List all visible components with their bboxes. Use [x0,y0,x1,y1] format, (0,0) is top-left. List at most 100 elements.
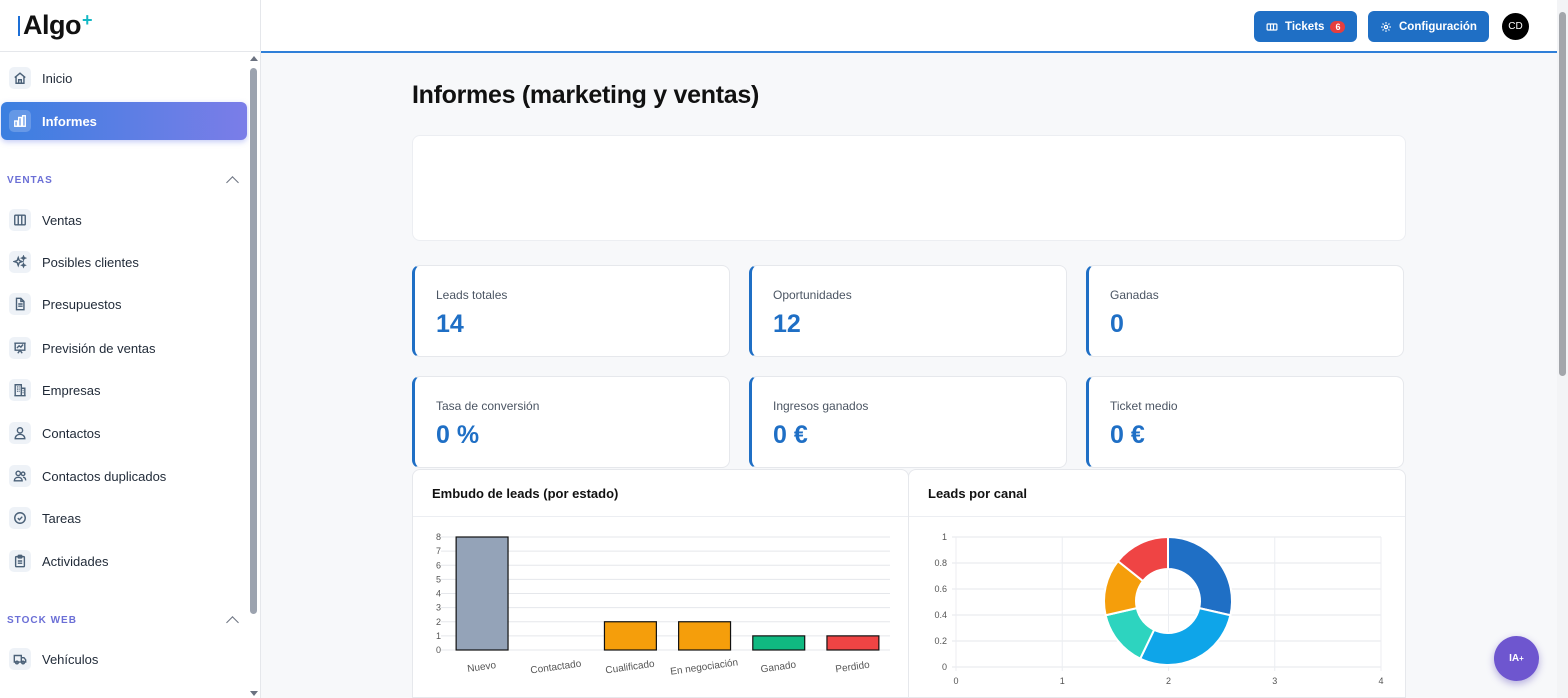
x-tick-label: 1 [1060,676,1065,686]
bar [752,635,806,651]
kpi-label: Ganadas [1110,288,1159,302]
clipboard-icon [9,550,31,572]
kpi-value: 0 € [1110,421,1145,449]
sidebar-item-label: Informes [42,113,97,129]
kpi-label: Ingresos ganados [773,399,869,413]
configuration-button[interactable]: Configuración [1368,11,1489,42]
x-tick-label: 4 [1378,676,1383,686]
users-icon [9,465,31,487]
main-scrollbar-thumb[interactable] [1559,12,1566,376]
sidebar-item-label: Contactos [42,425,101,441]
x-tick-label: Cualificado [605,659,656,677]
sidebar-item-empresas[interactable]: Empresas [1,371,247,409]
sidebar-item-contactos[interactable]: Contactos [1,414,247,452]
kpi-card-oportunidades: Oportunidades 12 [749,265,1067,357]
sidebar-item-ventas[interactable]: Ventas [1,201,247,239]
logo-plus: + [82,10,93,30]
channel-chart-panel: Leads por canal 0 0.2 0.4 0.6 0.8 1 0 1 2 3 4 [908,469,1406,698]
chevron-up-icon[interactable] [226,616,239,629]
sidebar-item-tareas[interactable]: Tareas [1,499,247,537]
y-tick-label: 7 [436,546,441,556]
x-tick-label: 0 [953,676,958,686]
tickets-label: Tickets [1285,20,1325,33]
sidebar-scrollbar[interactable] [250,54,258,698]
y-tick-label: 0.6 [934,584,947,594]
kpi-card-ganadas: Ganadas 0 [1086,265,1404,357]
y-tick-label: 1 [942,532,947,542]
kpi-label: Tasa de conversión [436,399,540,413]
x-tick-label: Ganado [760,660,797,676]
y-tick-label: 0 [942,662,947,672]
section-header-stock-web[interactable]: STOCK WEB [7,614,241,629]
kpi-label: Ticket medio [1110,399,1178,413]
scroll-up-arrow-icon[interactable] [250,56,258,61]
document-icon [9,293,31,315]
y-tick-label: 8 [436,532,441,542]
kpi-value: 0 € [773,421,808,449]
tickets-count-badge: 6 [1330,20,1346,33]
kpi-label: Oportunidades [773,288,852,302]
sidebar-item-inicio[interactable]: Inicio [1,59,247,97]
kpi-card-leads-totales: Leads totales 14 [412,265,730,357]
presentation-chart-icon [9,337,31,359]
chevron-up-icon[interactable] [226,176,239,189]
bar [678,621,732,651]
scroll-down-arrow-icon[interactable] [250,691,258,696]
kpi-card-ticket-medio: Ticket medio 0 € [1086,376,1404,468]
top-header: Tickets 6 Configuración CD [261,0,1557,53]
sidebar-item-label: Tareas [42,510,82,526]
panel-divider [413,516,908,517]
building-icon [9,379,31,401]
sidebar-item-posibles-clientes[interactable]: Posibles clientes [1,243,247,281]
section-header-ventas[interactable]: VENTAS [7,174,241,189]
sidebar-item-prevision-de-ventas[interactable]: Previsión de ventas [1,329,247,367]
ia-assistant-button[interactable]: IA + [1494,636,1539,681]
sidebar-item-label: Previsión de ventas [42,340,156,356]
y-tick-label: 5 [436,574,441,584]
bar [455,536,509,651]
panel-title: Leads por canal [928,486,1027,501]
y-tick-label: 1 [436,631,441,641]
bar [826,635,880,651]
kpi-value: 14 [436,310,464,338]
panel-divider [909,516,1405,517]
funnel-bar-chart: 0 1 2 3 4 5 6 7 8 Nuevo Contactado Cualificado En ne… [436,532,890,678]
sidebar-scrollbar-thumb[interactable] [250,68,257,614]
funnel-chart-panel: Embudo de leads (por estado) 0 1 2 3 4 5 6 7 8 Nu… [412,469,909,698]
section-title: STOCK WEB [7,615,77,626]
x-tick-label: 2 [1166,676,1171,686]
kpi-card-tasa-conversion: Tasa de conversión 0 % [412,376,730,468]
columns-icon [9,209,31,231]
sidebar-item-vehiculos[interactable]: Vehículos [1,640,247,678]
tickets-button[interactable]: Tickets 6 [1254,11,1358,42]
gear-icon [1381,21,1391,32]
panel-title: Embudo de leads (por estado) [432,486,619,501]
y-tick-label: 0.2 [934,636,947,646]
pie-slice [1138,606,1232,666]
sidebar-item-presupuestos[interactable]: Presupuestos [1,285,247,323]
brand-logo[interactable]: Algo + [0,0,260,52]
main-scrollbar[interactable] [1557,0,1568,698]
sidebar-item-label: Posibles clientes [42,254,139,270]
sparkles-icon [9,251,31,273]
x-tick-label: 3 [1272,676,1277,686]
check-circle-icon [9,507,31,529]
sidebar-item-actividades[interactable]: Actividades [1,542,247,580]
channel-doughnut-chart: 0 0.2 0.4 0.6 0.8 1 0 1 2 3 4 [934,532,1383,686]
sidebar-item-contactos-duplicados[interactable]: Contactos duplicados [1,457,247,495]
kpi-value: 0 % [436,421,480,449]
avatar[interactable]: CD [1502,13,1529,40]
x-tick-label: Perdido [835,660,871,676]
page-title: Informes (marketing y ventas) [412,81,759,109]
sidebar: Algo + Inicio Informes VENTAS Ventas Pos… [0,0,261,698]
sidebar-item-informes[interactable]: Informes [1,102,247,140]
kpi-value: 0 [1110,310,1124,338]
y-tick-label: 4 [436,589,441,599]
sidebar-item-label: Contactos duplicados [42,468,167,484]
y-tick-label: 0.4 [934,610,947,620]
bar [603,621,657,651]
x-tick-label: Contactado [530,658,583,676]
x-tick-label: Nuevo [467,660,498,675]
logo-text: Algo [23,10,82,40]
sidebar-item-label: Actividades [42,553,109,569]
